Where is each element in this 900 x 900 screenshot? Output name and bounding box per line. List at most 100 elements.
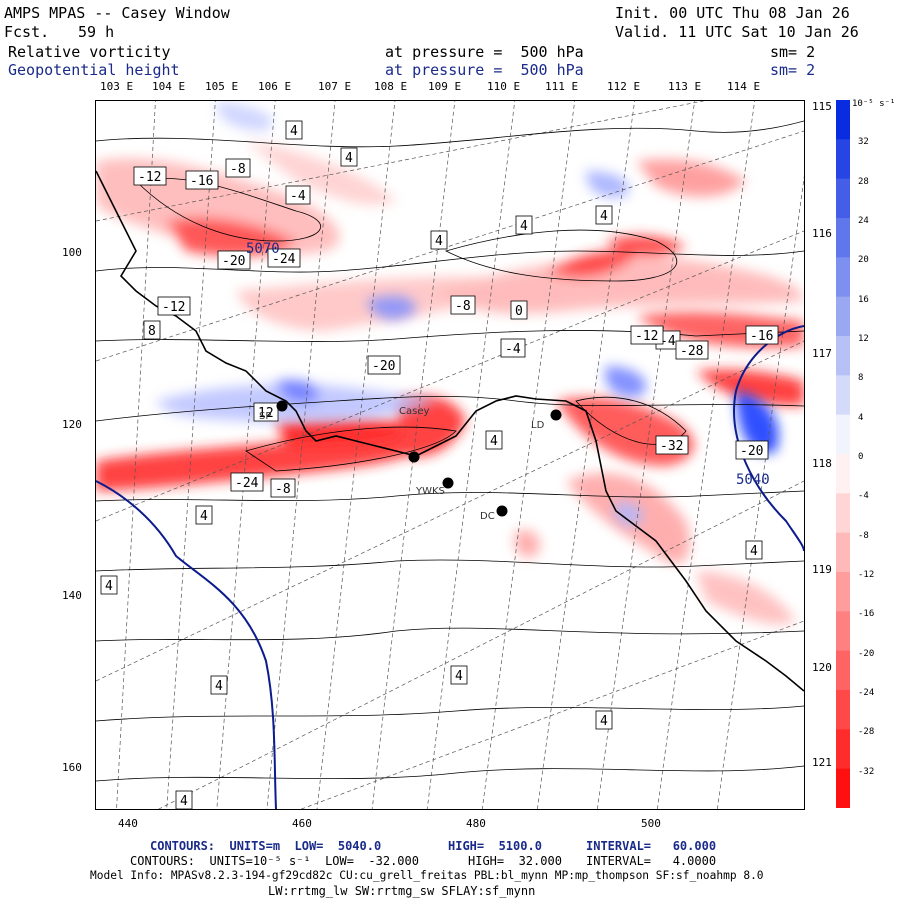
longitude-label-top: 107 E: [318, 80, 352, 93]
x-tick-label: 500: [641, 817, 661, 830]
station-dot: [550, 409, 562, 421]
contour-value-label: -4: [285, 185, 311, 205]
colorbar-unit: 10⁻⁵ s⁻¹: [852, 99, 896, 109]
svg-text:-8: -8: [275, 482, 291, 497]
contour-value-label: -20: [367, 355, 401, 375]
station-label: SP: [259, 411, 271, 422]
forecast-label: Fcst.: [4, 23, 50, 41]
contour-value-label: -12: [630, 325, 664, 345]
footer-vort-contours-c: INTERVAL= 4.0000: [586, 854, 717, 868]
svg-text:0: 0: [515, 304, 523, 319]
longitude-label-top: 109 E: [428, 80, 462, 93]
vorticity-fill: [96, 101, 804, 625]
longitude-label-top: 103 E: [100, 80, 134, 93]
station-label: LD: [531, 420, 545, 431]
svg-text:-12: -12: [635, 329, 658, 344]
longitude-label-top: 106 E: [258, 80, 292, 93]
contour-value-label: 4: [285, 120, 303, 140]
contour-value-label: 4: [485, 430, 503, 450]
svg-text:-12: -12: [138, 170, 161, 185]
contour-value-label: -8: [225, 158, 251, 178]
colorbar-segment: [836, 139, 850, 180]
y-tick-label: 140: [62, 589, 82, 602]
colorbar-segment: [836, 729, 850, 770]
height-contour-label: 5040: [736, 472, 770, 488]
contour-value-label: 4: [450, 665, 468, 685]
colorbar-segment: [836, 218, 850, 258]
contour-value-label: -4: [500, 338, 526, 358]
svg-text:-20: -20: [222, 254, 245, 269]
colorbar-tick: 16: [858, 294, 869, 305]
colorbar-segment: [836, 611, 850, 652]
svg-text:4: 4: [435, 234, 443, 249]
field1-name: Relative vorticity: [8, 43, 171, 61]
colorbar-segment: [836, 296, 850, 337]
svg-text:-24: -24: [235, 476, 259, 491]
colorbar-tick: 8: [858, 373, 864, 384]
field2-name: Geopotential height: [8, 61, 180, 79]
svg-text:4: 4: [215, 679, 223, 694]
colorbar: [836, 100, 850, 808]
colorbar-tick: -8: [858, 530, 869, 541]
colorbar-segment: [836, 690, 850, 730]
x-tick-label: 480: [466, 817, 486, 830]
svg-text:-4: -4: [660, 334, 676, 349]
svg-text:-32: -32: [660, 439, 683, 454]
init-time: Init. 00 UTC Thu 08 Jan 26: [615, 4, 850, 22]
colorbar-segment: [836, 100, 850, 140]
colorbar-segment: [836, 178, 850, 219]
colorbar-tick: -4: [858, 491, 869, 502]
longitude-label-top: 114 E: [727, 80, 761, 93]
svg-text:-16: -16: [190, 174, 213, 189]
colorbar-tick: 4: [858, 412, 864, 423]
field1-level: at pressure = 500 hPa: [385, 43, 584, 61]
colorbar-segment: [836, 650, 850, 691]
svg-text:4: 4: [200, 509, 208, 524]
colorbar-tick: -24: [858, 688, 875, 698]
colorbar-segment: [836, 768, 850, 808]
svg-text:-16: -16: [750, 329, 773, 344]
longitude-label-top: 112 E: [607, 80, 641, 93]
svg-text:4: 4: [455, 669, 463, 684]
svg-text:4: 4: [600, 209, 608, 224]
colorbar-segment: [836, 493, 850, 534]
svg-text:-4: -4: [290, 189, 306, 204]
station-label: Casey: [399, 406, 429, 417]
x-tick-label: 440: [118, 817, 138, 830]
contour-value-label: -12: [133, 166, 167, 186]
colorbar-tick: -12: [858, 570, 875, 580]
footer-vort-contours-b: HIGH= 32.000: [468, 854, 562, 868]
contour-value-label: 4: [430, 230, 448, 250]
map-panel[interactable]: -12 -16-8-4-20 -24-12-20-8-4-12-20-28-16-2…: [95, 100, 805, 810]
svg-text:4: 4: [750, 544, 758, 559]
contour-value-label: 4: [210, 675, 228, 695]
colorbar-tick: 24: [858, 216, 869, 226]
contour-value-label: -32: [655, 435, 689, 455]
svg-text:-20: -20: [740, 444, 763, 459]
contour-value-label: 4: [515, 215, 533, 235]
window-title: AMPS MPAS -- Casey Window: [4, 4, 230, 22]
svg-text:-8: -8: [455, 299, 471, 314]
contour-value-label: 0: [510, 300, 528, 320]
contour-value-label: 4: [100, 575, 118, 595]
footer-height-contours-c: INTERVAL= 60.000: [586, 839, 717, 853]
footer-height-contours-b: HIGH= 5100.0: [448, 839, 542, 853]
height-contour-label: 5070: [246, 241, 280, 257]
footer-model-info-2: LW:rrtmg_lw SW:rrtmg_sw SFLAY:sf_mynn: [268, 884, 536, 898]
svg-text:4: 4: [290, 124, 298, 139]
footer-model-info: Model Info: MPASv8.2.3-194-gf29cd82c CU:…: [90, 869, 764, 882]
contour-value-label: 4: [595, 205, 613, 225]
field1-smooth: sm= 2: [770, 43, 816, 61]
colorbar-segment: [836, 257, 850, 298]
station-dot: [276, 400, 288, 412]
y-tick-label: 160: [62, 761, 82, 774]
station-dot: [442, 477, 454, 489]
svg-text:12: 12: [258, 406, 274, 421]
valid-time: Valid. 11 UTC Sat 10 Jan 26: [615, 23, 859, 41]
vorticity-contours: [96, 120, 804, 782]
contour-value-label: -16: [745, 325, 779, 345]
forecast-hours: 59 h: [78, 23, 115, 41]
contour-value-label: 4: [745, 540, 763, 560]
svg-text:4: 4: [180, 794, 188, 809]
footer-height-contours-a: CONTOURS: UNITS=m LOW= 5040.0: [150, 839, 382, 853]
